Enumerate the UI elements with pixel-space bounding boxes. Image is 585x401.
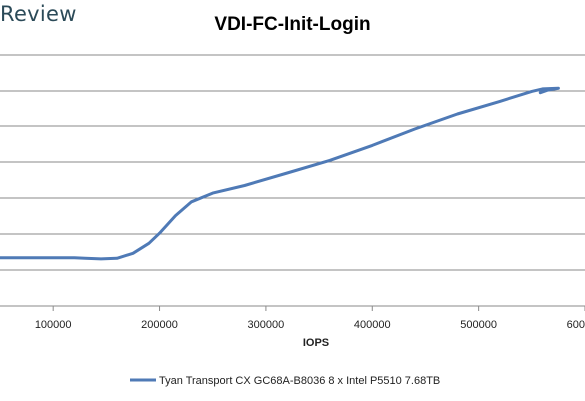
x-tick-label: 300000 [248, 319, 285, 331]
x-tick-label: 600000 [567, 319, 585, 331]
x-axis-ticks: 100000 200000 300000 400000 500000 600000 [35, 306, 585, 331]
x-tick-label: 200000 [141, 319, 178, 331]
x-axis-label: IOPS [303, 337, 329, 349]
chart-gridlines [0, 54, 585, 271]
chart-legend: Tyan Transport CX GC68A-B8036 8 x Intel … [130, 375, 440, 387]
x-tick-label: 100000 [35, 319, 72, 331]
chart-title: VDI-FC-Init-Login [214, 14, 371, 35]
legend-label: Tyan Transport CX GC68A-B8036 8 x Intel … [159, 375, 440, 387]
series-line [0, 86, 560, 261]
x-tick-label: 400000 [354, 319, 391, 331]
site-logo: Review [0, 2, 77, 26]
x-tick-label: 500000 [460, 319, 497, 331]
chart-series [0, 86, 560, 261]
